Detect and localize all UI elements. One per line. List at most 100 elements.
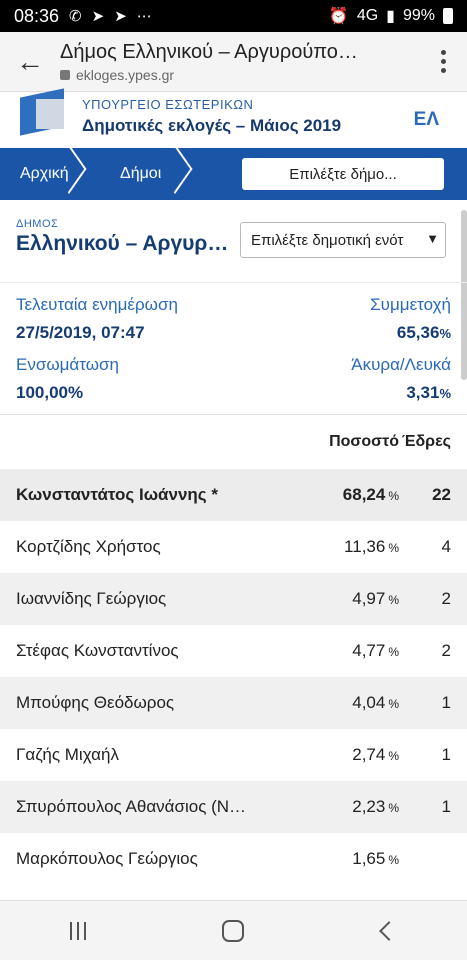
candidate-percent-value: 4,97 xyxy=(352,589,386,608)
clock: 08:36 xyxy=(14,5,60,26)
header-seats[interactable]: Έδρες xyxy=(401,433,451,450)
breadcrumb: Αρχική Δήμοι Επιλέξτε δήμο... xyxy=(0,148,467,200)
table-row: Κωνσταντάτος Ιωάννης * 68,24% 22 xyxy=(0,469,467,521)
municipality-select[interactable]: Επιλέξτε δήμο... xyxy=(242,158,444,190)
browser-menu-button[interactable] xyxy=(419,32,467,92)
municipal-unit-select[interactable]: Επιλέξτε δημοτική ενότ ▼ xyxy=(240,222,446,258)
url-block[interactable]: Δήμος Ελληνικού – Αργυρούπο… ekloges.ype… xyxy=(60,41,419,83)
turnout-label: Συμμετοχή xyxy=(370,295,451,314)
site-header: ΥΠΟΥΡΓΕΙΟ ΕΣΩΤΕΡΙΚΩΝ Δημοτικές εκλογές –… xyxy=(0,88,467,148)
percent-symbol: % xyxy=(388,801,399,815)
turnout-value: 65,36 xyxy=(396,323,440,342)
table-row: Κορτζίδης Χρήστος 11,36% 4 xyxy=(0,521,467,573)
table-row: Μαρκόπουλος Γεώργιος 1,65% xyxy=(0,833,467,885)
header-text: ΥΠΟΥΡΓΕΙΟ ΕΣΩΤΕΡΙΚΩΝ Δημοτικές εκλογές –… xyxy=(82,97,414,136)
breadcrumb-municipalities-label: Δήμοι xyxy=(120,165,162,182)
menu-dot-icon xyxy=(440,59,446,64)
system-back-button[interactable] xyxy=(359,911,419,951)
logo-shape-front xyxy=(36,99,64,129)
battery-icon xyxy=(443,8,453,24)
candidate-percent-value: 2,23 xyxy=(352,797,386,816)
integration-label: Ενσωμάτωση xyxy=(16,355,119,374)
candidate-seats: 1 xyxy=(441,745,451,764)
candidate-name: Κωνσταντάτος Ιωάννης * xyxy=(16,485,218,504)
percent-symbol: % xyxy=(388,749,399,763)
percent-symbol: % xyxy=(388,593,399,607)
signal-label: 4G xyxy=(356,7,379,24)
url-row: ekloges.ypes.gr xyxy=(60,67,419,83)
breadcrumb-home[interactable]: Αρχική xyxy=(0,148,92,200)
candidate-percent: 1,65% xyxy=(289,849,399,869)
recent-apps-icon xyxy=(69,921,86,940)
stats-panel: Τελευταία ενημέρωση 27/5/2019, 07:47 Συμ… xyxy=(0,282,467,412)
candidate-percent: 4,04% xyxy=(289,693,399,713)
menu-dot-icon xyxy=(440,50,446,55)
stat-integration: Ενσωμάτωση 100,00% xyxy=(16,355,119,403)
last-update-label: Τελευταία ενημέρωση xyxy=(16,295,178,314)
signal-icon: ▮ xyxy=(386,8,395,25)
ballot-box-logo[interactable] xyxy=(14,88,76,137)
stat-last-update: Τελευταία ενημέρωση 27/5/2019, 07:47 xyxy=(16,295,178,343)
home-button[interactable] xyxy=(203,911,263,951)
candidate-name: Γαζής Μιχαήλ xyxy=(16,745,119,764)
candidate-percent: 4,77% xyxy=(289,641,399,661)
missed-call-icon: ✆ xyxy=(69,8,82,25)
percent-symbol: % xyxy=(388,541,399,555)
language-switch[interactable]: ΕΛ xyxy=(413,109,439,130)
dropdown-caret-icon: ▼ xyxy=(422,231,439,246)
municipality-label: ΔΗΜΟΣ xyxy=(16,218,59,230)
candidate-name: Σπυρόπουλος Αθανάσιος (Ν… xyxy=(16,797,247,816)
table-row: Ιωαννίδης Γεώργιος 4,97% 2 xyxy=(0,573,467,625)
percent-symbol: % xyxy=(388,697,399,711)
candidate-percent-value: 1,65 xyxy=(352,849,386,868)
more-notifications-icon: ⋯ xyxy=(136,8,152,25)
results-table: Ποσοστό Έδρες Κωνσταντάτος Ιωάννης * 68,2… xyxy=(0,414,467,885)
candidate-percent: 2,23% xyxy=(289,797,399,817)
last-update-value: 27/5/2019, 07:47 xyxy=(16,323,145,342)
send-icon-2: ➤ xyxy=(114,8,127,25)
candidate-percent-value: 11,36 xyxy=(344,537,386,556)
status-right: ⏰ 4G ▮ 99% xyxy=(329,6,453,26)
candidate-percent: 11,36% xyxy=(289,537,399,557)
table-row: Μπούφης Θεόδωρος 4,04% 1 xyxy=(0,677,467,729)
candidate-name: Κορτζίδης Χρήστος xyxy=(16,537,161,556)
notification-icons: ✆ ➤ ➤ ⋯ xyxy=(69,7,152,25)
results-rows: Κωνσταντάτος Ιωάννης * 68,24% 22 Κορτζίδης … xyxy=(0,469,467,885)
invalid-value-wrap: 3,31% xyxy=(351,383,451,403)
page-title: Δήμος Ελληνικού – Αργυρούπο… xyxy=(60,40,358,63)
stat-turnout: Συμμετοχή 65,36% xyxy=(370,295,451,343)
candidate-name: Μπούφης Θεόδωρος xyxy=(16,693,175,712)
ministry-label: ΥΠΟΥΡΓΕΙΟ ΕΣΩΤΕΡΙΚΩΝ xyxy=(82,96,254,112)
candidate-seats: 2 xyxy=(441,589,451,608)
candidate-percent: 68,24% xyxy=(289,485,399,505)
candidate-seats: 22 xyxy=(432,485,451,504)
battery-percent: 99% xyxy=(402,7,435,24)
percent-symbol: % xyxy=(439,386,451,401)
municipal-unit-select-label: Επιλέξτε δημοτική ενότ xyxy=(251,231,404,249)
invalid-value: 3,31 xyxy=(406,383,440,402)
elections-title: Δημοτικές εκλογές – Μάιος 2019 xyxy=(82,115,342,135)
alarm-icon: ⏰ xyxy=(328,8,349,25)
candidate-seats: 1 xyxy=(441,693,451,712)
breadcrumb-municipalities[interactable]: Δήμοι xyxy=(92,148,198,200)
back-arrow-icon: ← xyxy=(16,45,44,77)
recent-apps-button[interactable] xyxy=(48,911,108,951)
candidate-name: Στέφας Κωνσταντίνος xyxy=(16,641,179,660)
turnout-value-wrap: 65,36% xyxy=(370,323,451,343)
candidate-percent: 4,97% xyxy=(289,589,399,609)
table-row: Σπυρόπουλος Αθανάσιος (Ν… 2,23% 1 xyxy=(0,781,467,833)
scrollbar[interactable] xyxy=(461,210,467,380)
system-navigation-bar xyxy=(0,900,467,960)
header-percent[interactable]: Ποσοστό xyxy=(329,433,399,450)
send-icon: ➤ xyxy=(91,8,105,25)
percent-symbol: % xyxy=(439,326,451,341)
stat-invalid: Άκυρα/Λευκά 3,31% xyxy=(351,355,451,403)
lock-icon xyxy=(60,69,70,80)
municipality-name: Ελληνικού – Αργυρ… xyxy=(16,232,229,255)
candidate-percent-value: 4,04 xyxy=(352,693,386,712)
back-button[interactable]: ← xyxy=(0,32,60,92)
percent-symbol: % xyxy=(388,853,399,867)
candidate-percent-value: 4,77 xyxy=(352,641,386,660)
menu-dot-icon xyxy=(440,68,446,73)
integration-value: 100,00% xyxy=(16,383,84,402)
